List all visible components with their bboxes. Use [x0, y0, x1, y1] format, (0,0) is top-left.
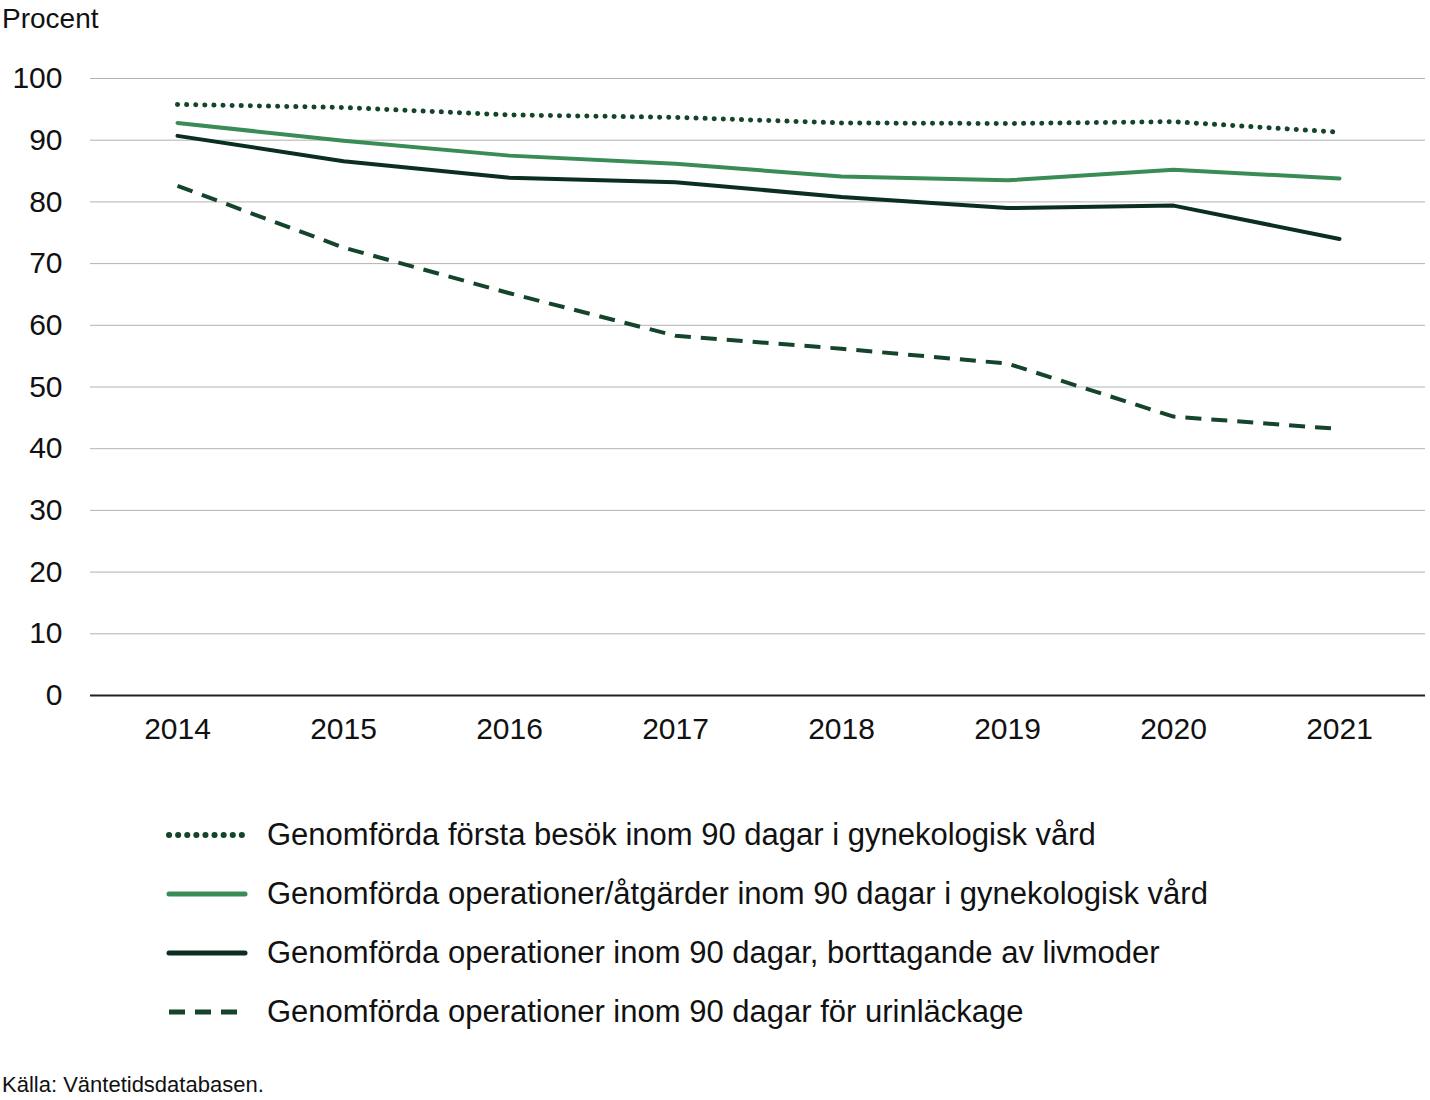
svg-text:0: 0	[46, 678, 63, 711]
svg-text:2016: 2016	[476, 712, 543, 745]
svg-text:20: 20	[29, 555, 62, 588]
svg-text:2015: 2015	[310, 712, 377, 745]
svg-text:100: 100	[12, 61, 62, 94]
svg-text:2019: 2019	[974, 712, 1041, 745]
html-text:Genomförda operationer inom 90: Genomförda operationer inom 90 dagar för…	[267, 993, 1024, 1029]
html-text:Procent: Procent	[2, 3, 99, 34]
svg-text:2020: 2020	[1140, 712, 1207, 745]
html-text:Genomförda operationer/åtgärde: Genomförda operationer/åtgärder inom 90 …	[267, 875, 1208, 911]
svg-text:50: 50	[29, 370, 62, 403]
svg-text:10: 10	[29, 616, 62, 649]
svg-text:2018: 2018	[808, 712, 875, 745]
svg-text:2017: 2017	[642, 712, 709, 745]
html-text:Källa: Väntetidsdatabasen.: Källa: Väntetidsdatabasen.	[2, 1072, 264, 1097]
svg-text:2014: 2014	[144, 712, 211, 745]
svg-text:60: 60	[29, 308, 62, 341]
svg-text:70: 70	[29, 246, 62, 279]
svg-text:90: 90	[29, 123, 62, 156]
svg-text:2021: 2021	[1306, 712, 1373, 745]
html-text:Genomförda första besök inom 9: Genomförda första besök inom 90 dagar i …	[267, 816, 1096, 852]
svg-text:40: 40	[29, 431, 62, 464]
svg-text:80: 80	[29, 185, 62, 218]
svg-text:30: 30	[29, 493, 62, 526]
html-text:Genomförda operationer inom 90: Genomförda operationer inom 90 dagar, bo…	[267, 934, 1160, 970]
